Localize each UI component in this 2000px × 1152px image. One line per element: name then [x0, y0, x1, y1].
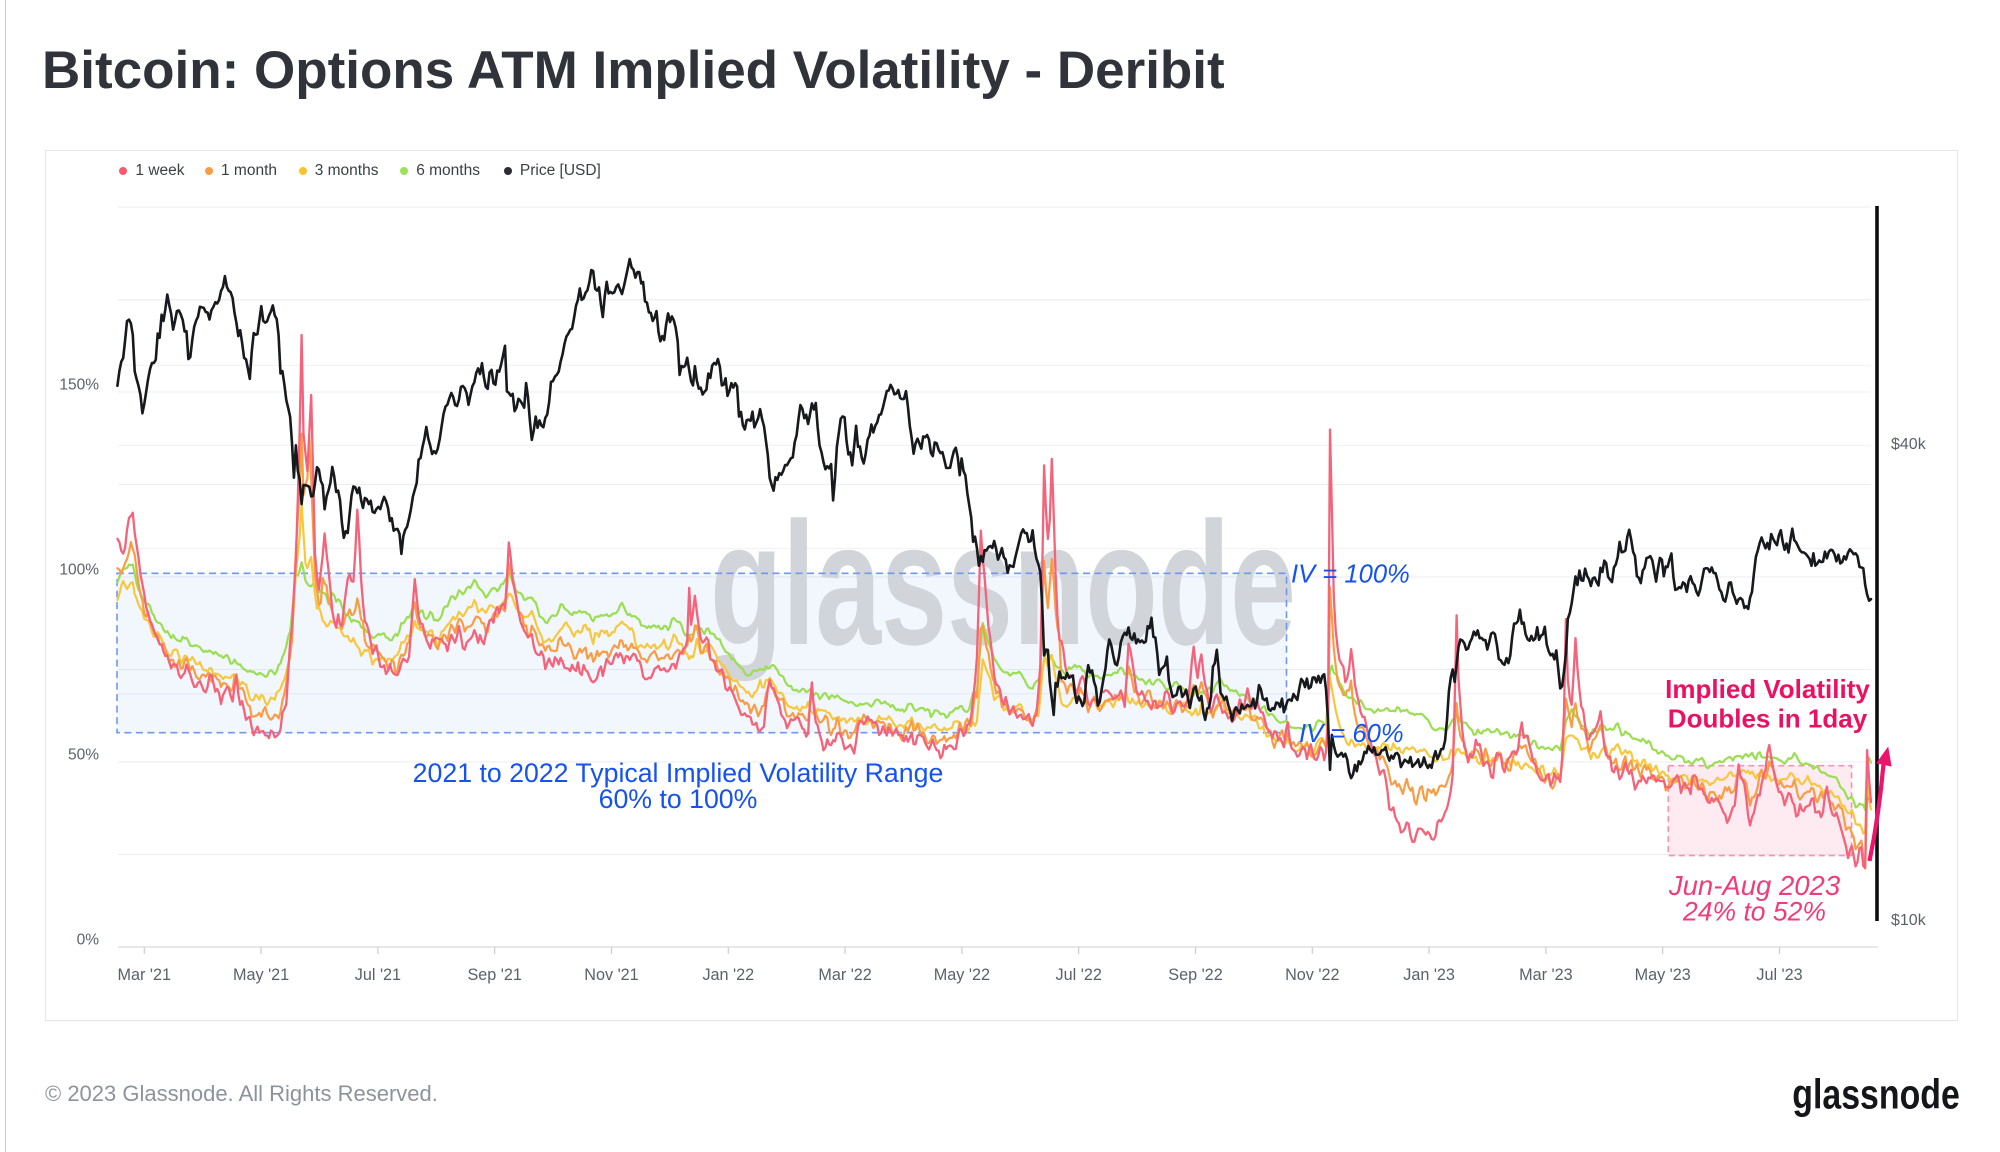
svg-text:glassnode: glassnode	[1792, 1071, 1960, 1118]
svg-text:Jul '23: Jul '23	[1756, 966, 1802, 984]
svg-text:$10k: $10k	[1891, 912, 1927, 929]
svg-text:150%: 150%	[59, 377, 99, 394]
svg-text:Mar '22: Mar '22	[818, 966, 871, 984]
svg-text:Sep '22: Sep '22	[1168, 966, 1222, 984]
svg-text:Nov '22: Nov '22	[1285, 966, 1339, 984]
svg-text:Sep '21: Sep '21	[467, 966, 521, 984]
svg-text:Doubles in 1day: Doubles in 1day	[1668, 704, 1868, 734]
svg-text:Jun-Aug 2023: Jun-Aug 2023	[1668, 870, 1841, 901]
svg-text:24% to 52%: 24% to 52%	[1682, 896, 1826, 926]
svg-text:Jul '22: Jul '22	[1056, 966, 1102, 984]
svg-text:May '21: May '21	[233, 966, 289, 984]
svg-text:50%: 50%	[68, 747, 99, 764]
svg-text:Nov '21: Nov '21	[584, 966, 638, 984]
svg-text:Jan '22: Jan '22	[702, 966, 754, 984]
svg-text:IV = 100%: IV = 100%	[1291, 560, 1410, 588]
svg-text:60% to 100%: 60% to 100%	[599, 784, 758, 814]
svg-text:Mar '21: Mar '21	[118, 966, 171, 984]
svg-text:glassnode: glassnode	[710, 487, 1296, 682]
svg-text:Implied Volatility: Implied Volatility	[1665, 674, 1870, 704]
svg-text:$40k: $40k	[1891, 436, 1927, 453]
svg-text:0%: 0%	[77, 932, 100, 949]
svg-text:Mar '23: Mar '23	[1519, 966, 1572, 984]
svg-text:IV = 60%: IV = 60%	[1299, 720, 1404, 748]
svg-text:2021 to 2022 Typical Implied V: 2021 to 2022 Typical Implied Volatility …	[413, 758, 944, 788]
svg-text:100%: 100%	[59, 562, 99, 579]
svg-text:Jul '21: Jul '21	[355, 966, 401, 984]
svg-text:May '22: May '22	[934, 966, 990, 984]
svg-text:May '23: May '23	[1635, 966, 1691, 984]
svg-text:Jan '23: Jan '23	[1403, 966, 1455, 984]
